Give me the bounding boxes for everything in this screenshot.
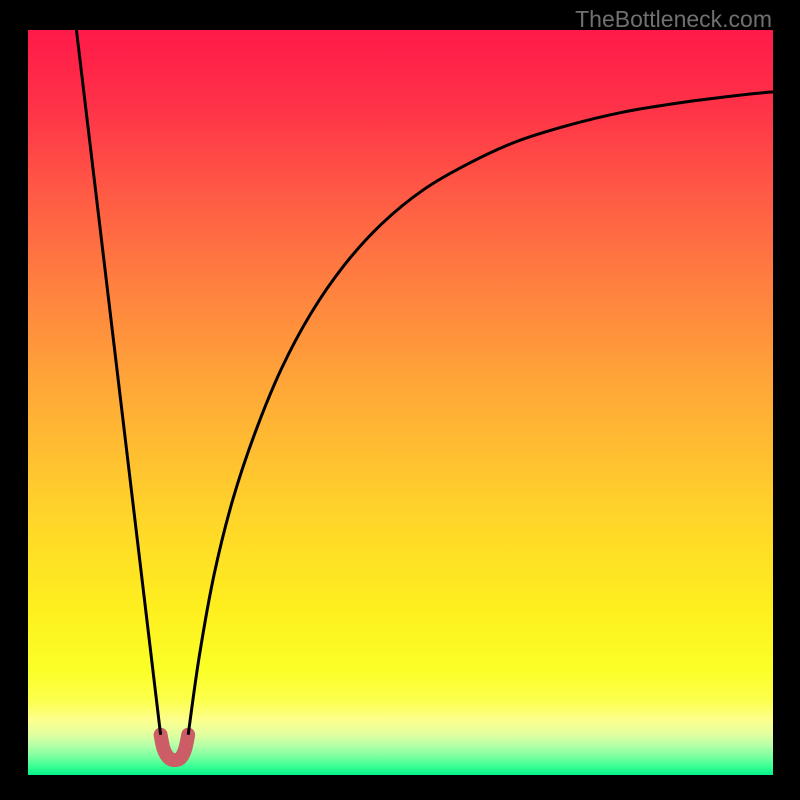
curve-right-branch [188,92,773,735]
curve-layer [28,30,773,775]
trough-marker [161,735,189,760]
chart-frame: TheBottleneck.com [0,0,800,800]
plot-area [28,30,773,775]
watermark-text: TheBottleneck.com [575,6,772,33]
curve-left-branch [76,30,160,735]
